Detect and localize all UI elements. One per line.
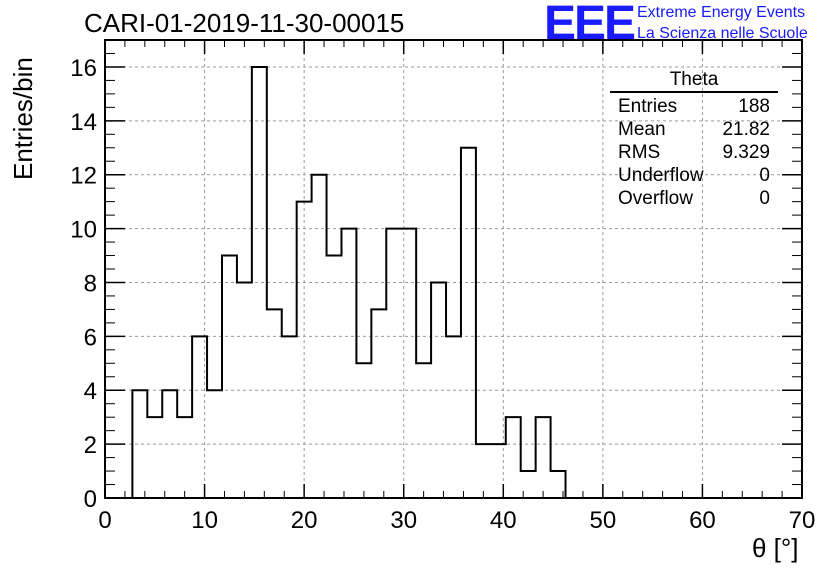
stats-title: Theta (610, 69, 778, 93)
histogram-bin (536, 417, 551, 498)
stats-row-entries: Entries 188 (610, 95, 778, 118)
histogram-step-line (117, 65, 581, 499)
histogram-bin (162, 390, 177, 498)
histogram-bin (341, 229, 356, 498)
y-tick-label: 14 (70, 109, 97, 136)
logo-subtitle-2: La Scienza nelle Scuole (637, 25, 808, 42)
stats-row-overflow: Overflow 0 (610, 187, 778, 210)
stats-label: Mean (618, 119, 666, 140)
histogram-bin (177, 417, 192, 498)
stats-label: Entries (618, 96, 678, 117)
stats-value: 9.329 (722, 142, 770, 163)
y-tick-label: 6 (84, 324, 97, 351)
y-tick-label: 10 (70, 217, 97, 244)
x-tick-label: 10 (191, 507, 218, 534)
y-tick-label: 2 (84, 432, 97, 459)
x-tick-label: 70 (789, 507, 816, 534)
histogram-bin (132, 390, 147, 498)
histogram-bin (386, 229, 401, 498)
y-tick-label: 8 (84, 270, 97, 297)
x-tick-label: 0 (98, 507, 111, 534)
stats-value: 188 (738, 96, 770, 117)
y-tick-label: 4 (84, 378, 97, 405)
y-tick-label: 16 (70, 55, 97, 82)
histogram-bin (356, 363, 371, 498)
histogram-bin (237, 282, 252, 498)
stats-row-underflow: Underflow 0 (610, 164, 778, 187)
eee-logo: EEE (544, 0, 636, 50)
histogram-bin (327, 256, 342, 498)
axes-frame: 0 10 20 30 40 50 60 70 0 2 4 6 8 10 12 14 16 (70, 39, 816, 534)
histogram-bin (431, 282, 446, 498)
stats-value: 0 (759, 188, 770, 209)
histogram-series (117, 65, 581, 499)
histogram-bin (147, 417, 162, 498)
stats-label: Underflow (618, 165, 704, 186)
stats-box: Theta Entries 188 Mean 21.82 RMS 9.329 U… (610, 69, 778, 210)
histogram-bin (222, 256, 237, 498)
stats-label: RMS (618, 142, 661, 163)
stats-value: 0 (759, 165, 770, 186)
x-axis-label: θ [°] (752, 533, 799, 563)
x-tick-label: 50 (590, 507, 617, 534)
y-tick-label: 0 (84, 486, 97, 513)
y-tick-label: 12 (70, 163, 97, 190)
x-tick-label: 40 (490, 507, 517, 534)
histogram-bin (446, 336, 461, 498)
logo-subtitle-1: Extreme Energy Events (637, 4, 806, 21)
chart-title: CARI-01-2019-11-30-00015 (84, 8, 405, 38)
histogram-bin (371, 309, 386, 498)
stats-row-mean: Mean 21.82 (610, 118, 778, 141)
histogram-bin (297, 202, 312, 498)
x-tick-label: 60 (689, 507, 716, 534)
histogram-bin (312, 175, 327, 498)
histogram-bin (461, 148, 476, 498)
histogram-bin (267, 309, 282, 498)
stats-row-rms: RMS 9.329 (610, 141, 778, 164)
histogram-bin (207, 390, 222, 498)
y-axis-label: Entries/bin (8, 57, 38, 180)
stats-label: Overflow (618, 188, 693, 209)
histogram-bin (476, 444, 491, 498)
histogram-bin (282, 336, 297, 498)
histogram-bin (401, 229, 416, 498)
x-tick-label: 30 (390, 507, 417, 534)
x-tick-label: 20 (291, 507, 318, 534)
stats-value: 21.82 (722, 119, 770, 140)
histogram-bin (506, 417, 521, 498)
histogram-bin (252, 67, 267, 498)
histogram-bin (416, 363, 431, 498)
histogram-bin (192, 336, 207, 498)
